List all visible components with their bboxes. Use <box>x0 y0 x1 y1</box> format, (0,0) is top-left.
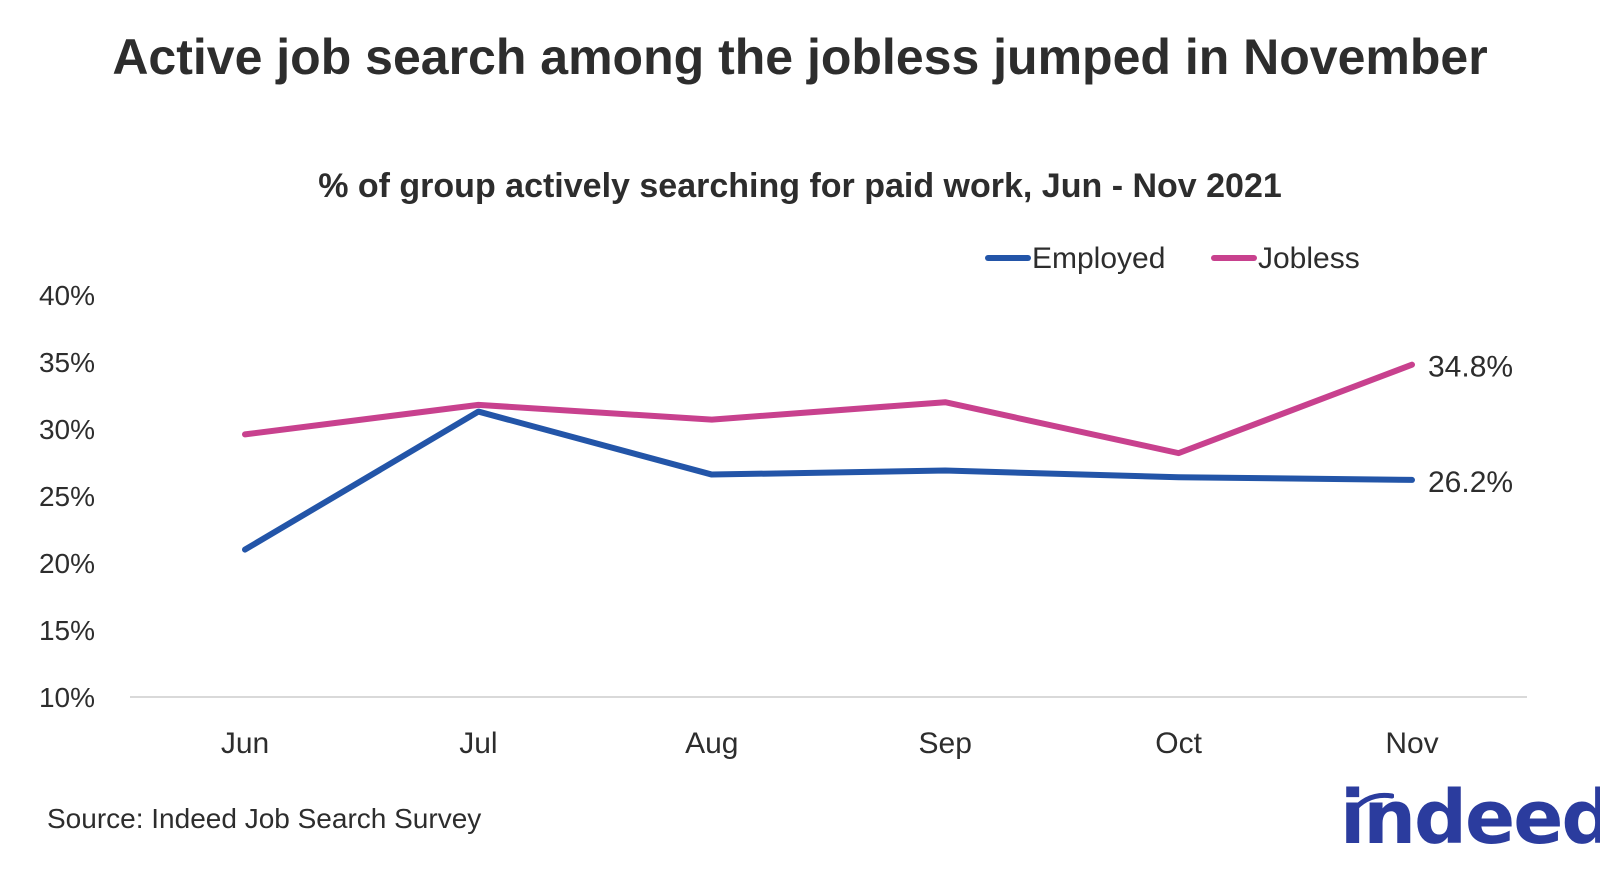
x-tick-label: Oct <box>1155 727 1202 760</box>
y-tick-label: 10% <box>39 682 95 713</box>
y-tick-label: 35% <box>39 347 95 378</box>
x-tick-label: Jul <box>459 727 497 760</box>
x-tick-label: Aug <box>685 727 738 760</box>
logo-wordmark: indeed <box>1340 775 1600 861</box>
chart-subtitle: % of group actively searching for paid w… <box>318 167 1282 205</box>
y-tick-label: 40% <box>39 280 95 311</box>
x-tick-label: Nov <box>1385 727 1438 760</box>
chart-title: Active job search among the jobless jump… <box>112 29 1488 85</box>
end-label-employed: 26.2% <box>1428 466 1513 499</box>
logo-arc-icon <box>1350 792 1394 814</box>
indeed-logo: indeed <box>1336 778 1600 858</box>
y-tick-label: 15% <box>39 615 95 646</box>
series-line-jobless <box>242 361 1415 457</box>
x-tick-label: Jun <box>221 727 269 760</box>
y-tick-label: 25% <box>39 481 95 512</box>
y-tick-label: 30% <box>39 414 95 445</box>
legend-label-employed: Employed <box>1032 242 1165 275</box>
source-note: Source: Indeed Job Search Survey <box>47 803 482 834</box>
x-tick-label: Sep <box>919 727 972 760</box>
legend-label-jobless: Jobless <box>1258 242 1360 275</box>
y-tick-label: 20% <box>39 548 95 579</box>
end-label-jobless: 34.8% <box>1428 351 1513 384</box>
series-line-employed <box>242 408 1415 553</box>
